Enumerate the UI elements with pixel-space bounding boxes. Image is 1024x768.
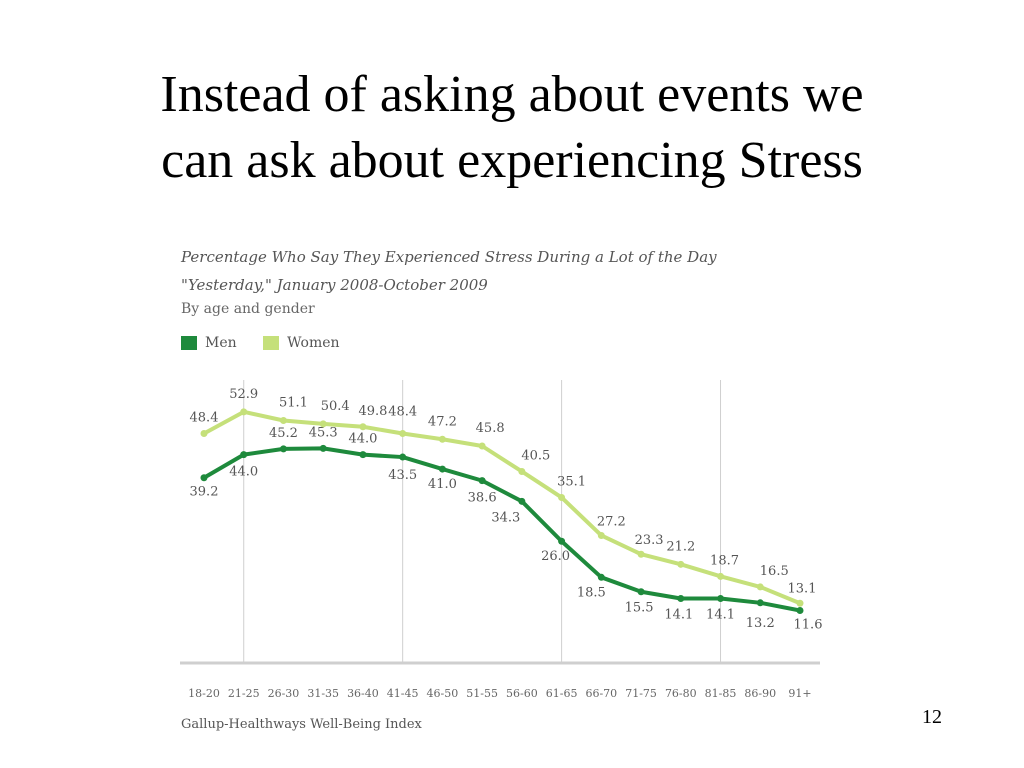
legend-item-women: Women <box>263 335 340 351</box>
data-point-women <box>279 417 287 425</box>
data-point-women <box>717 572 725 580</box>
data-label-men: 14.1 <box>706 607 735 622</box>
x-tick-label: 41-45 <box>387 687 419 700</box>
legend-item-men: Men <box>181 335 237 351</box>
data-label-men: 14.1 <box>664 607 693 622</box>
x-tick-label: 71-75 <box>625 687 657 700</box>
data-point-women <box>518 467 526 475</box>
data-label-men: 39.2 <box>190 485 219 500</box>
data-label-women: 23.3 <box>635 533 664 548</box>
data-point-women <box>558 493 566 501</box>
data-label-men: 44.0 <box>229 465 258 480</box>
x-tick-label: 56-60 <box>506 687 538 700</box>
series-line-women <box>203 409 801 606</box>
legend-label-women: Women <box>287 335 340 351</box>
data-point-women <box>438 435 446 443</box>
data-point-men <box>200 474 208 482</box>
x-tick-label: 86-90 <box>744 687 776 700</box>
data-point-women <box>796 599 804 607</box>
data-point-men <box>558 537 566 545</box>
x-tick-label: 91+ <box>788 687 811 700</box>
data-point-women <box>359 423 367 431</box>
data-label-men: 26.0 <box>541 549 570 564</box>
data-label-men: 45.2 <box>269 426 298 441</box>
data-label-women: 27.2 <box>597 514 626 529</box>
data-point-women <box>200 429 208 437</box>
data-label-women: 52.9 <box>229 387 258 402</box>
data-point-men <box>478 477 486 485</box>
x-tick-label: 18-20 <box>188 687 220 700</box>
data-label-men: 13.2 <box>746 616 775 631</box>
data-point-men <box>438 465 446 473</box>
data-point-men <box>717 594 725 602</box>
data-point-women <box>756 583 764 591</box>
legend-swatch-men <box>181 336 197 350</box>
series-line-men <box>202 446 801 613</box>
data-point-women <box>597 531 605 539</box>
data-point-women <box>319 420 327 428</box>
data-label-women: 16.5 <box>760 564 789 579</box>
x-tick-label: 36-40 <box>347 687 379 700</box>
x-tick-label: 76-80 <box>665 687 697 700</box>
chart-title-line-2: "Yesterday," January 2008-October 2009 <box>181 276 488 294</box>
data-label-men: 43.5 <box>388 468 417 483</box>
legend-label-men: Men <box>205 335 237 351</box>
data-label-men: 38.6 <box>468 491 497 506</box>
data-label-men: 34.3 <box>491 510 520 525</box>
data-label-men: 18.5 <box>577 585 606 600</box>
data-label-women: 48.4 <box>190 410 219 425</box>
data-point-men <box>677 594 685 602</box>
slide-title-line-1: Instead of asking about events we <box>160 66 864 123</box>
data-point-men <box>399 453 407 461</box>
x-tick-label: 31-35 <box>307 687 339 700</box>
x-tick-label: 81-85 <box>705 687 737 700</box>
data-label-women: 13.1 <box>788 581 817 596</box>
legend-swatch-women <box>263 336 280 350</box>
slide-title: Instead of asking about events we can as… <box>0 62 1024 194</box>
data-point-women <box>240 408 248 416</box>
data-label-men: 45.3 <box>309 425 338 440</box>
data-label-men: 44.0 <box>348 432 377 447</box>
data-label-women: 50.4 <box>321 399 350 414</box>
data-point-women <box>478 442 486 450</box>
data-label-women: 21.2 <box>666 539 695 554</box>
chart-header: Percentage Who Say They Experienced Stre… <box>181 243 717 317</box>
x-tick-label: 26-30 <box>268 687 300 700</box>
x-tick-label: 61-65 <box>546 687 578 700</box>
data-point-men <box>279 445 287 453</box>
data-point-men <box>597 573 605 581</box>
chart-legend: Men Women <box>181 335 362 354</box>
data-point-men <box>637 588 645 596</box>
data-label-women: 40.5 <box>521 448 550 463</box>
data-label-women: 45.8 <box>476 421 505 436</box>
chart-source: Gallup-Healthways Well-Being Index <box>181 717 422 732</box>
data-label-women: 48.4 <box>388 404 417 419</box>
x-tick-label: 51-55 <box>466 687 498 700</box>
page-number: 12 <box>922 706 942 728</box>
data-point-women <box>677 560 685 568</box>
x-tick-label: 66-70 <box>585 687 617 700</box>
data-label-men: 11.6 <box>794 618 823 633</box>
data-point-men <box>756 599 764 607</box>
data-label-women: 51.1 <box>279 396 308 411</box>
data-point-men <box>240 451 248 459</box>
chart-title-line-1: Percentage Who Say They Experienced Stre… <box>181 248 717 266</box>
data-point-women <box>637 550 645 558</box>
slide-title-line-2: can ask about experiencing Stress <box>161 132 863 189</box>
x-tick-label: 21-25 <box>228 687 260 700</box>
data-label-men: 41.0 <box>428 477 457 492</box>
data-label-women: 18.7 <box>710 553 739 568</box>
data-point-men <box>319 444 327 452</box>
data-point-women <box>399 429 407 437</box>
x-tick-label: 46-50 <box>427 687 459 700</box>
data-label-women: 47.2 <box>428 414 457 429</box>
chart-subtitle: By age and gender <box>181 301 315 317</box>
data-label-women: 35.1 <box>557 474 586 489</box>
data-label-women: 49.8 <box>358 404 387 419</box>
data-point-men <box>796 607 804 614</box>
data-point-men <box>518 497 526 505</box>
data-label-men: 15.5 <box>625 601 654 616</box>
data-point-men <box>359 451 367 459</box>
